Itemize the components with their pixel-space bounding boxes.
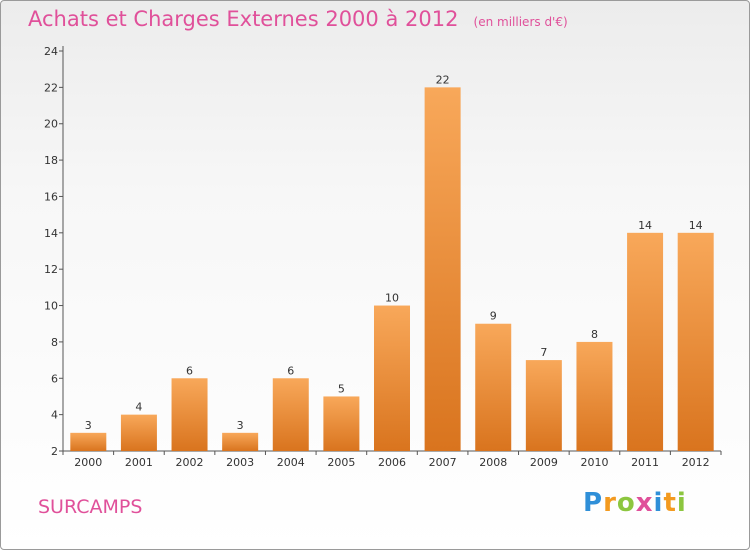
- logo-letter: i: [653, 488, 664, 518]
- y-tick-label: 16: [44, 190, 58, 203]
- logo-letter: t: [663, 488, 677, 518]
- bar-2012: [677, 232, 714, 451]
- data-label-2007: 22: [436, 73, 450, 86]
- bar-2001: [120, 414, 157, 451]
- logo-letter: o: [616, 488, 636, 518]
- logo-letter: r: [603, 488, 617, 518]
- chart-title: Achats et Charges Externes 2000 à 2012 (…: [28, 7, 568, 31]
- bar-2010: [576, 341, 613, 451]
- proxiti-logo: Proxiti: [583, 488, 687, 518]
- data-label-2002: 6: [186, 364, 193, 377]
- y-tick-label: 20: [44, 118, 58, 131]
- commune-name: SURCAMPS: [38, 496, 143, 518]
- data-label-2000: 3: [85, 419, 92, 432]
- bar-2004: [272, 378, 309, 451]
- data-label-2012: 14: [689, 219, 703, 232]
- logo-letter: x: [635, 488, 654, 518]
- y-tick-label: 18: [44, 154, 58, 167]
- data-label-2009: 7: [540, 346, 547, 359]
- bar-2005: [323, 396, 360, 451]
- data-label-2006: 10: [385, 292, 399, 305]
- bar-2002: [171, 378, 208, 451]
- x-tick-label-2007: 2007: [429, 456, 457, 469]
- x-tick-label-2006: 2006: [378, 456, 406, 469]
- data-label-2001: 4: [135, 401, 142, 414]
- data-label-2011: 14: [638, 219, 652, 232]
- x-tick-label-2002: 2002: [176, 456, 204, 469]
- bar-2000: [70, 432, 107, 451]
- bar-2007: [424, 87, 461, 451]
- x-tick-label-2004: 2004: [277, 456, 305, 469]
- y-tick-label: 24: [44, 45, 58, 58]
- x-tick-label-2011: 2011: [631, 456, 659, 469]
- bar-2008: [475, 323, 512, 451]
- y-tick-label: 10: [44, 300, 58, 313]
- y-tick-label: 12: [44, 263, 58, 276]
- y-tick-label: 2: [51, 445, 58, 458]
- bar-2009: [525, 360, 562, 451]
- y-tick-label: 4: [51, 409, 58, 422]
- y-tick-label: 6: [51, 372, 58, 385]
- x-tick-label-2005: 2005: [327, 456, 355, 469]
- bar-2003: [222, 432, 259, 451]
- x-tick-label-2000: 2000: [74, 456, 102, 469]
- x-tick-label-2003: 2003: [226, 456, 254, 469]
- x-tick-label-2010: 2010: [580, 456, 608, 469]
- y-tick-label: 14: [44, 227, 58, 240]
- data-label-2005: 5: [338, 382, 345, 395]
- x-tick-label-2012: 2012: [682, 456, 710, 469]
- y-tick-label: 22: [44, 81, 58, 94]
- logo-letter: P: [583, 488, 604, 518]
- x-tick-label-2001: 2001: [125, 456, 153, 469]
- bar-2011: [627, 232, 664, 451]
- data-label-2003: 3: [237, 419, 244, 432]
- data-label-2004: 6: [287, 364, 294, 377]
- y-tick-label: 8: [51, 336, 58, 349]
- data-label-2008: 9: [490, 310, 497, 323]
- logo-letter: i: [676, 488, 687, 518]
- chart-title-unit: (en milliers d'€): [473, 15, 568, 29]
- chart-title-main: Achats et Charges Externes 2000 à 2012: [28, 7, 459, 31]
- bar-2006: [374, 305, 410, 451]
- x-tick-label-2008: 2008: [479, 456, 507, 469]
- data-label-2010: 8: [591, 328, 598, 341]
- x-tick-label-2009: 2009: [530, 456, 558, 469]
